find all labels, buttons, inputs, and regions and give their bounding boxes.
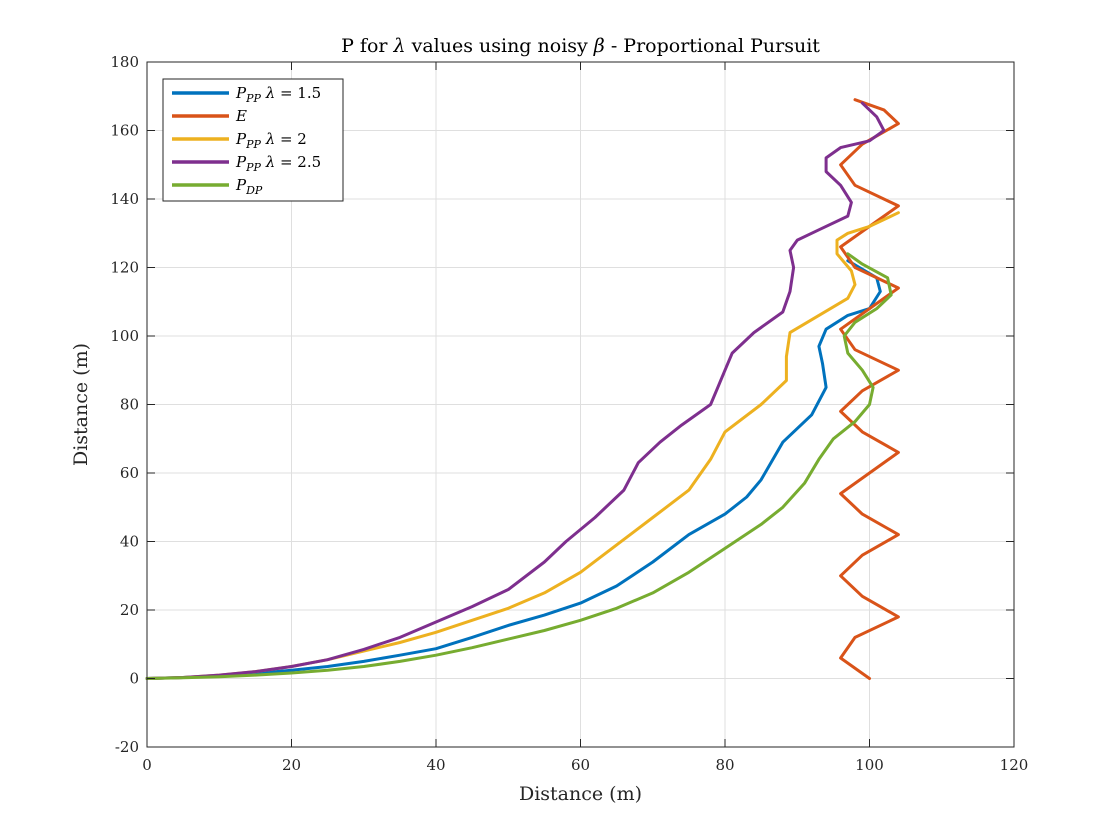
y-tick-label: 60 — [120, 464, 139, 482]
y-tick-label: 80 — [120, 396, 139, 414]
x-tick-label: 20 — [282, 756, 301, 774]
y-tick-label: 120 — [110, 259, 139, 277]
series-layer — [145, 98, 900, 680]
legend-label-2: PPP λ = 2 — [235, 130, 307, 151]
y-tick-label: 100 — [110, 327, 139, 345]
legend-label-1: E — [235, 107, 247, 125]
x-axis-title: Distance (m) — [519, 783, 642, 805]
y-tick-label: 0 — [129, 670, 139, 688]
x-tick-label: 120 — [1000, 756, 1029, 774]
series-line-4 — [145, 252, 893, 680]
x-tick-label: 60 — [571, 756, 590, 774]
ticks: 0 20 40 60 80 100 120-200204060801001201401601… — [110, 53, 1028, 774]
y-axis-title: Distance (m) — [70, 343, 92, 466]
y-tick-label: 40 — [120, 533, 139, 551]
series-line-1 — [839, 98, 900, 680]
series-line-2 — [145, 211, 900, 680]
series-line-0 — [145, 259, 882, 680]
x-tick-label: 40 — [426, 756, 445, 774]
x-tick-label: 100 — [855, 756, 884, 774]
y-tick-label: -20 — [115, 738, 139, 756]
chart-title: P for λ values using noisy β - Proportio… — [341, 35, 820, 57]
legend-label-0: PPP λ = 1.5 — [235, 84, 321, 105]
y-tick-label: 180 — [110, 53, 139, 71]
y-tick-label: 20 — [120, 601, 139, 619]
x-tick-label: 80 — [715, 756, 734, 774]
legend-label-3: PPP λ = 2.5 — [235, 153, 321, 174]
x-tick-label: 0 — [142, 756, 152, 774]
series-line-3 — [145, 101, 886, 680]
y-tick-label: 140 — [110, 190, 139, 208]
y-tick-label: 160 — [110, 122, 139, 140]
legend-label-4: PDP — [235, 176, 263, 197]
